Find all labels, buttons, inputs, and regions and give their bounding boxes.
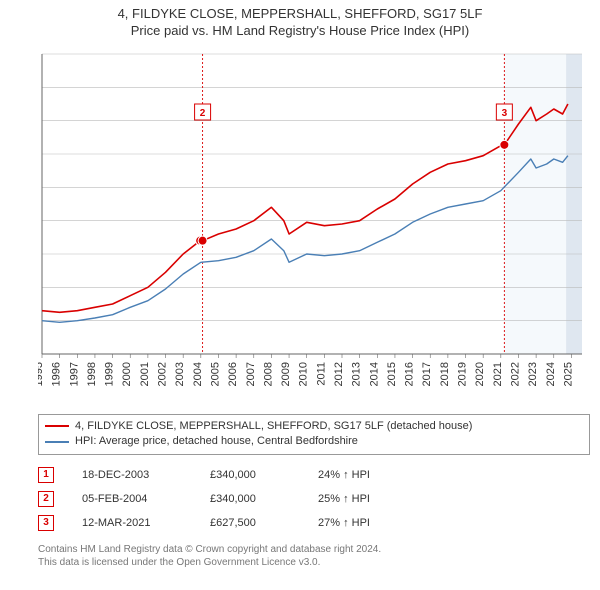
legend-label-2: HPI: Average price, detached house, Cent… <box>75 434 358 449</box>
footer-note: Contains HM Land Registry data © Crown c… <box>38 543 590 569</box>
svg-text:2012: 2012 <box>333 362 345 386</box>
sale-date-3: 12-MAR-2021 <box>82 517 182 529</box>
svg-text:1995: 1995 <box>38 362 45 386</box>
sale-point-row: 2 05-FEB-2004 £340,000 25% ↑ HPI <box>38 487 590 511</box>
sale-marker-2: 2 <box>38 491 54 507</box>
svg-text:2004: 2004 <box>192 362 204 386</box>
svg-text:2023: 2023 <box>527 362 539 386</box>
svg-text:2007: 2007 <box>245 362 257 386</box>
sale-date-1: 18-DEC-2003 <box>82 469 182 481</box>
sale-point-row: 3 12-MAR-2021 £627,500 27% ↑ HPI <box>38 511 590 535</box>
svg-text:2010: 2010 <box>298 362 310 386</box>
svg-text:2003: 2003 <box>174 362 186 386</box>
svg-text:2000: 2000 <box>121 362 133 386</box>
footer-line-1: Contains HM Land Registry data © Crown c… <box>38 543 590 556</box>
svg-text:2019: 2019 <box>457 362 469 386</box>
title-line-1: 4, FILDYKE CLOSE, MEPPERSHALL, SHEFFORD,… <box>0 6 600 23</box>
svg-text:2024: 2024 <box>545 362 557 386</box>
svg-text:2009: 2009 <box>280 362 292 386</box>
svg-text:2: 2 <box>200 108 206 119</box>
footer-line-2: This data is licensed under the Open Gov… <box>38 556 590 569</box>
svg-text:2017: 2017 <box>421 362 433 386</box>
sale-date-2: 05-FEB-2004 <box>82 493 182 505</box>
svg-text:2022: 2022 <box>509 362 521 386</box>
svg-text:2002: 2002 <box>157 362 169 386</box>
svg-text:2016: 2016 <box>404 362 416 386</box>
svg-text:2014: 2014 <box>368 362 380 386</box>
svg-text:3: 3 <box>502 108 508 119</box>
legend-swatch-1 <box>45 425 69 427</box>
sale-pct-1: 24% ↑ HPI <box>318 469 408 481</box>
svg-text:2006: 2006 <box>227 362 239 386</box>
svg-text:2025: 2025 <box>562 362 574 386</box>
svg-text:2015: 2015 <box>386 362 398 386</box>
svg-text:2001: 2001 <box>139 362 151 386</box>
svg-text:1998: 1998 <box>86 362 98 386</box>
sale-marker-3: 3 <box>38 515 54 531</box>
sale-price-2: £340,000 <box>210 493 290 505</box>
svg-text:2018: 2018 <box>439 362 451 386</box>
chart-title-block: 4, FILDYKE CLOSE, MEPPERSHALL, SHEFFORD,… <box>0 0 600 44</box>
legend-label-1: 4, FILDYKE CLOSE, MEPPERSHALL, SHEFFORD,… <box>75 419 472 434</box>
sale-points-table: 1 18-DEC-2003 £340,000 24% ↑ HPI 2 05-FE… <box>38 463 590 535</box>
title-line-2: Price paid vs. HM Land Registry's House … <box>0 23 600 40</box>
legend-row: 4, FILDYKE CLOSE, MEPPERSHALL, SHEFFORD,… <box>45 419 583 434</box>
svg-text:1999: 1999 <box>104 362 116 386</box>
price-chart: £0£100K£200K£300K£400K£500K£600K£700K£80… <box>38 48 598 408</box>
sale-marker-1: 1 <box>38 467 54 483</box>
svg-text:2011: 2011 <box>315 362 327 386</box>
svg-text:1996: 1996 <box>51 362 63 386</box>
legend-swatch-2 <box>45 441 69 443</box>
sale-price-1: £340,000 <box>210 469 290 481</box>
svg-text:2013: 2013 <box>351 362 363 386</box>
sale-point-row: 1 18-DEC-2003 £340,000 24% ↑ HPI <box>38 463 590 487</box>
legend-box: 4, FILDYKE CLOSE, MEPPERSHALL, SHEFFORD,… <box>38 414 590 455</box>
sale-pct-3: 27% ↑ HPI <box>318 517 408 529</box>
chart-area: £0£100K£200K£300K£400K£500K£600K£700K£80… <box>38 48 598 408</box>
sale-price-3: £627,500 <box>210 517 290 529</box>
svg-text:2005: 2005 <box>209 362 221 386</box>
sale-pct-2: 25% ↑ HPI <box>318 493 408 505</box>
svg-text:2008: 2008 <box>262 362 274 386</box>
svg-text:2021: 2021 <box>492 362 504 386</box>
legend-row: HPI: Average price, detached house, Cent… <box>45 434 583 449</box>
svg-text:1997: 1997 <box>68 362 80 386</box>
svg-text:2020: 2020 <box>474 362 486 386</box>
